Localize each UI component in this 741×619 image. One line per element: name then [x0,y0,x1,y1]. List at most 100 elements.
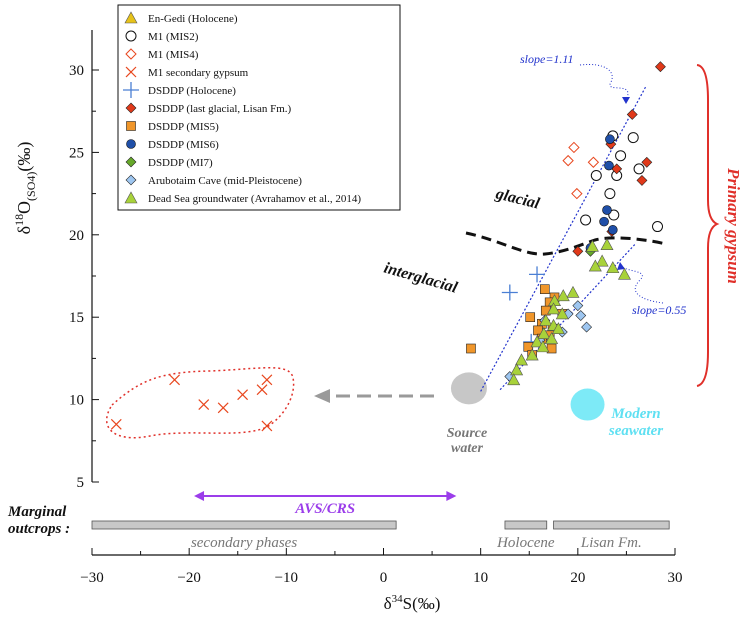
series-groundwater [507,238,631,386]
data-point-mis6 [602,205,612,215]
data-point-mis6 [605,134,615,145]
data-point-m1_sec [237,389,249,401]
y-tick-label: 5 [77,475,85,491]
x-tick-label: 10 [473,570,488,586]
legend-marker-m1_mis4 [125,48,137,60]
legend-marker-m1_sec [125,66,137,78]
data-point-m1_sec [261,374,273,386]
seawater-label-2: seawater [608,423,663,439]
data-point-m1_sec [256,384,268,396]
legend-label-m1_sec: M1 secondary gypsum [148,67,249,79]
legend-label-arubotaim: Arubotaim Cave (mid-Pleistocene) [148,175,302,187]
data-point-m1_mis2 [604,188,616,200]
data-point-groundwater [514,353,528,366]
legend-label-lastglacial: DSDDP (last glacial, Lisan Fm.) [148,103,292,115]
slope2-callout [621,265,664,304]
data-point-m1_mis4 [571,187,583,200]
data-point-arubotaim [575,310,587,321]
data-point-m1_sec [217,402,229,414]
data-point-mis6 [604,160,614,171]
data-point-groundwater [539,313,553,326]
data-point-groundwater [595,254,609,267]
data-point-m1_mis4 [568,141,580,154]
series-m1_mis2 [580,130,664,233]
outcrop-bar [91,520,397,530]
data-point-groundwater [551,322,565,335]
data-point-groundwater [585,239,599,252]
data-point-groundwater [536,340,550,353]
legend-marker-mi7 [125,156,137,168]
data-point-m1_mis2 [633,163,645,175]
data-point-m1_mis2 [627,132,639,144]
avs-left-arrowhead [194,491,205,501]
slope1-label: slope=1.11 [520,52,574,66]
x-tick-label: −10 [275,570,298,586]
data-point-m1_sec [110,418,122,430]
slope2-label: slope=0.55 [632,303,686,317]
legend-label-m1_mis4: M1 (MIS4) [148,49,199,61]
x-tick-label: −30 [80,570,103,586]
legend-label-mis5: DSDDP (MIS5) [148,121,219,133]
avs-right-arrowhead [446,491,457,501]
x-axis-label: δ34S(‰) [384,593,441,613]
data-point-dsddp_holo [501,284,518,301]
data-point-groundwater [606,261,620,274]
axes: 5 10 15 20 25 30 −30 −20 −10 0 10 20 30 [69,30,683,586]
interglacial-label: interglacial [382,260,460,297]
primary-gypsum-label: Primary gypsum [724,167,741,284]
data-point-lastglacial [655,61,666,73]
data-point-mis5 [539,284,550,294]
data-point-m1_mis2 [652,221,664,233]
holocene-label: Holocene [496,535,555,551]
trend-line [480,86,647,392]
data-point-groundwater [537,327,551,339]
legend-label-m1_mis2: M1 (MIS2) [148,31,199,43]
y-tick-label: 15 [69,310,84,326]
series-m1_sec [110,374,273,432]
data-point-groundwater [600,238,614,250]
y-tick-label: 10 [69,393,84,409]
x-tick-label: 0 [380,570,388,586]
source-water-blob [450,372,487,405]
data-points [110,61,666,432]
data-point-groundwater [566,285,580,298]
legend-box [117,4,401,211]
marginal-label-1: Marginal [7,504,67,520]
marginal-outcrops: Marginal outcrops : secondary phases Hol… [7,504,670,551]
marginal-label-2: outcrops : [8,521,70,537]
legend-label-groundwater: Dead Sea groundwater (Avrahamov et al., … [148,193,361,205]
data-point-arubotaim [581,321,593,333]
data-point-arubotaim [572,300,584,312]
data-point-groundwater [530,335,544,348]
data-point-groundwater [555,307,569,320]
modern-seawater-blob [570,388,605,421]
data-point-lastglacial [572,245,584,257]
legend-marker-lastglacial [125,102,137,114]
series-mis6 [585,134,618,253]
legend: En-Gedi (Holocene) M1 (MIS2) M1 (MIS4) M1 s… [117,4,401,211]
y-tick-label: 25 [69,145,84,161]
series-m1_mis4 [562,141,600,200]
glacial-label: glacial [493,185,542,213]
legend-marker-mis5 [126,121,136,131]
data-point-m1_mis2 [580,214,592,226]
y-tick-label: 30 [69,63,84,79]
data-point-mis5 [525,312,536,323]
legend-label-mi7: DSDDP (MI7) [148,157,213,169]
seawater-label-1: Modern [610,406,660,422]
lisan-label: Lisan Fm. [580,535,642,551]
x-tick-label: 30 [668,570,683,586]
data-point-groundwater [617,267,631,280]
data-point-groundwater [556,289,570,302]
legend-marker-groundwater [124,191,138,204]
source-label-2: water [451,441,483,456]
legend-marker-dsddp_holo [123,82,139,98]
data-point-lastglacial [636,174,648,186]
data-point-mis5 [466,343,476,354]
data-point-groundwater [507,373,521,386]
data-point-m1_sec [261,420,273,432]
outcrop-bar [553,520,670,530]
data-point-mis6 [608,225,618,235]
avs-label: AVS/CRS [294,501,355,517]
